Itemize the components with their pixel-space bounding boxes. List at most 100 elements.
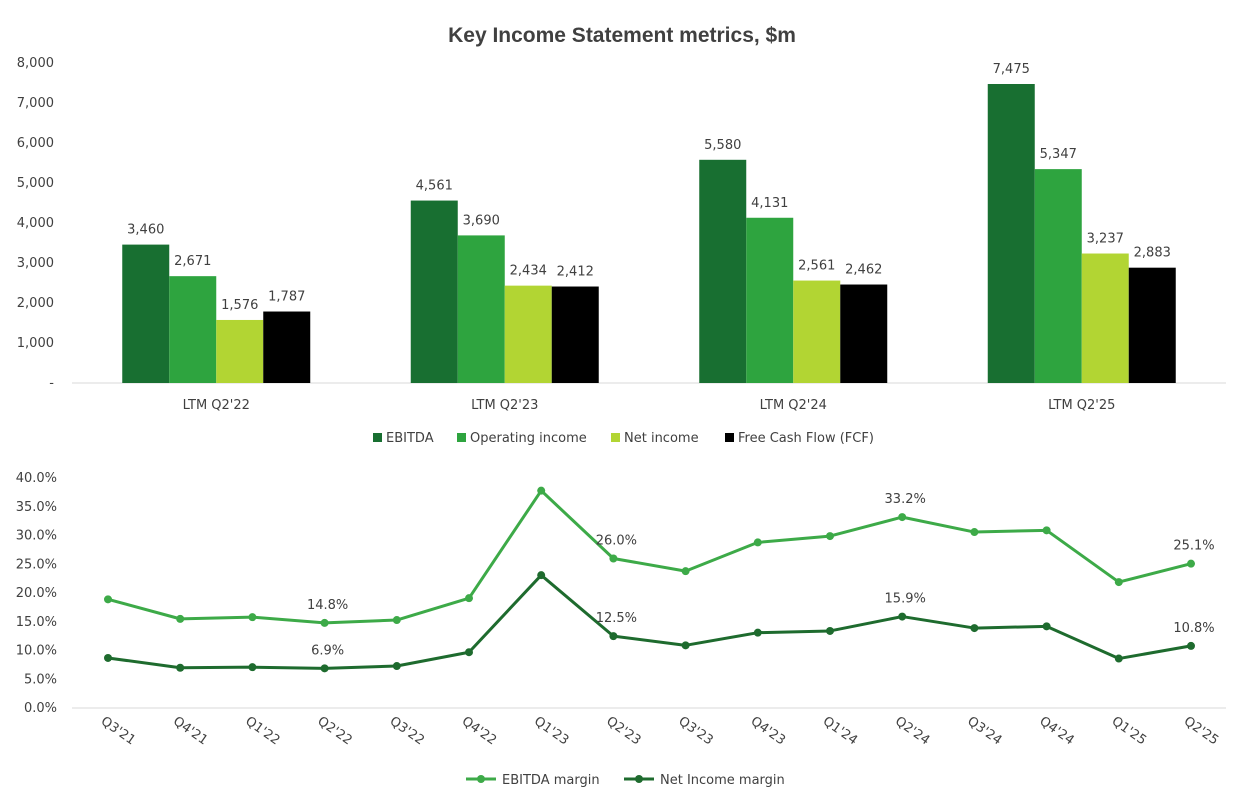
data-label: 1,787	[268, 290, 305, 305]
y-tick-label: -	[49, 376, 54, 391]
x-tick-label: Q1'25	[1109, 714, 1149, 748]
data-point	[609, 554, 618, 563]
data-label: 14.8%	[307, 598, 348, 613]
data-point	[753, 628, 762, 637]
data-point	[826, 626, 834, 635]
y-tick-label: 25.0%	[16, 557, 57, 572]
y-tick-label: 6,000	[17, 136, 54, 151]
legend-marker	[477, 775, 485, 783]
data-label: 4,561	[416, 179, 453, 194]
data-point	[1042, 526, 1051, 535]
data-point	[681, 641, 690, 650]
y-tick-label: 40.0%	[16, 471, 57, 486]
x-tick-label: Q4'21	[170, 714, 210, 748]
legend-swatch	[457, 433, 466, 442]
data-label: 3,237	[1087, 232, 1124, 247]
data-label: 15.9%	[885, 592, 926, 607]
data-point	[681, 567, 690, 576]
data-label: 2,671	[174, 254, 211, 269]
bar-chart: - 1,000 2,000 3,000 4,000 5,000 6,000 7,000 8,00…	[17, 56, 1226, 446]
data-point	[1187, 559, 1195, 568]
x-tick-label: LTM Q2'25	[1048, 398, 1115, 413]
data-label: 25.1%	[1173, 539, 1214, 554]
y-tick-label: 3,000	[17, 256, 54, 271]
legend-swatch	[725, 433, 734, 442]
y-tick-label: 4,000	[17, 216, 54, 231]
data-point	[898, 513, 907, 522]
data-label: 26.0%	[596, 534, 637, 549]
x-tick-label: Q1'24	[820, 714, 860, 748]
data-point	[104, 595, 112, 604]
data-label: 5,580	[704, 138, 741, 153]
data-point	[104, 653, 112, 662]
data-label: 3,460	[127, 223, 164, 238]
data-point	[609, 632, 618, 641]
x-tick-label: Q2'25	[1181, 714, 1221, 748]
x-tick-label: LTM Q2'23	[471, 398, 538, 413]
data-label: 3,690	[463, 213, 500, 228]
data-point	[1187, 641, 1195, 650]
x-tick-label: Q4'22	[459, 714, 499, 748]
legend-swatch	[611, 433, 620, 442]
y-tick-label: 7,000	[17, 96, 54, 111]
y-tick-label: 10.0%	[16, 644, 57, 659]
chart-title: Key Income Statement metrics, $m	[448, 24, 796, 47]
data-point	[176, 663, 185, 672]
y-tick-label: 0.0%	[24, 701, 57, 716]
y-tick-label: 2,000	[17, 296, 54, 311]
data-label: 2,883	[1134, 246, 1171, 261]
x-tick-label: LTM Q2'24	[760, 398, 827, 413]
data-label: 5,347	[1040, 147, 1077, 162]
data-label: 2,412	[557, 265, 594, 280]
data-point	[970, 528, 979, 537]
data-label: 33.2%	[885, 492, 926, 507]
bar	[457, 235, 505, 383]
legend-marker	[635, 775, 643, 783]
series-line	[106, 573, 1193, 670]
data-point	[1114, 654, 1123, 663]
data-point	[1042, 622, 1051, 631]
y-tick-label: 15.0%	[16, 615, 57, 630]
data-point	[248, 613, 257, 622]
data-label: 12.5%	[596, 611, 637, 626]
y-tick-label: 5.0%	[24, 672, 57, 687]
x-tick-label: Q2'22	[314, 714, 354, 748]
data-point	[392, 662, 401, 671]
bar	[840, 284, 888, 383]
x-tick-label: Q2'24	[892, 714, 932, 748]
legend-label: EBITDA	[386, 431, 434, 446]
data-point	[465, 648, 473, 657]
legend-label: Operating income	[470, 431, 587, 446]
data-point	[176, 614, 185, 623]
bar	[699, 159, 747, 383]
x-tick-label: LTM Q2'22	[183, 398, 250, 413]
data-point	[898, 612, 907, 621]
data-label: 2,462	[845, 263, 882, 278]
x-tick-label: Q4'24	[1036, 714, 1076, 748]
x-tick-label: Q4'23	[748, 714, 788, 748]
data-label: 6.9%	[311, 643, 344, 658]
y-tick-label: 5,000	[17, 176, 54, 191]
x-tick-label: Q3'22	[387, 714, 427, 748]
data-point	[248, 663, 257, 672]
y-tick-label: 30.0%	[16, 529, 57, 544]
bar	[987, 84, 1035, 383]
y-tick-label: 8,000	[17, 56, 54, 71]
data-label: 10.8%	[1173, 621, 1214, 636]
x-tick-label: Q3'23	[675, 714, 715, 748]
data-point	[970, 624, 979, 633]
data-label: 7,475	[993, 62, 1030, 77]
legend-label: Free Cash Flow (FCF)	[738, 431, 874, 446]
x-tick-label: Q1'22	[242, 714, 282, 748]
y-tick-label: 1,000	[17, 336, 54, 351]
data-point	[537, 571, 546, 580]
legend-label: EBITDA margin	[502, 773, 600, 788]
data-point	[826, 532, 834, 541]
x-tick-label: Q3'24	[964, 714, 1004, 748]
data-label: 2,561	[798, 259, 835, 274]
x-tick-label: Q3'21	[98, 714, 138, 748]
bar	[1128, 267, 1176, 383]
bar	[1034, 169, 1082, 383]
bar	[504, 285, 552, 383]
